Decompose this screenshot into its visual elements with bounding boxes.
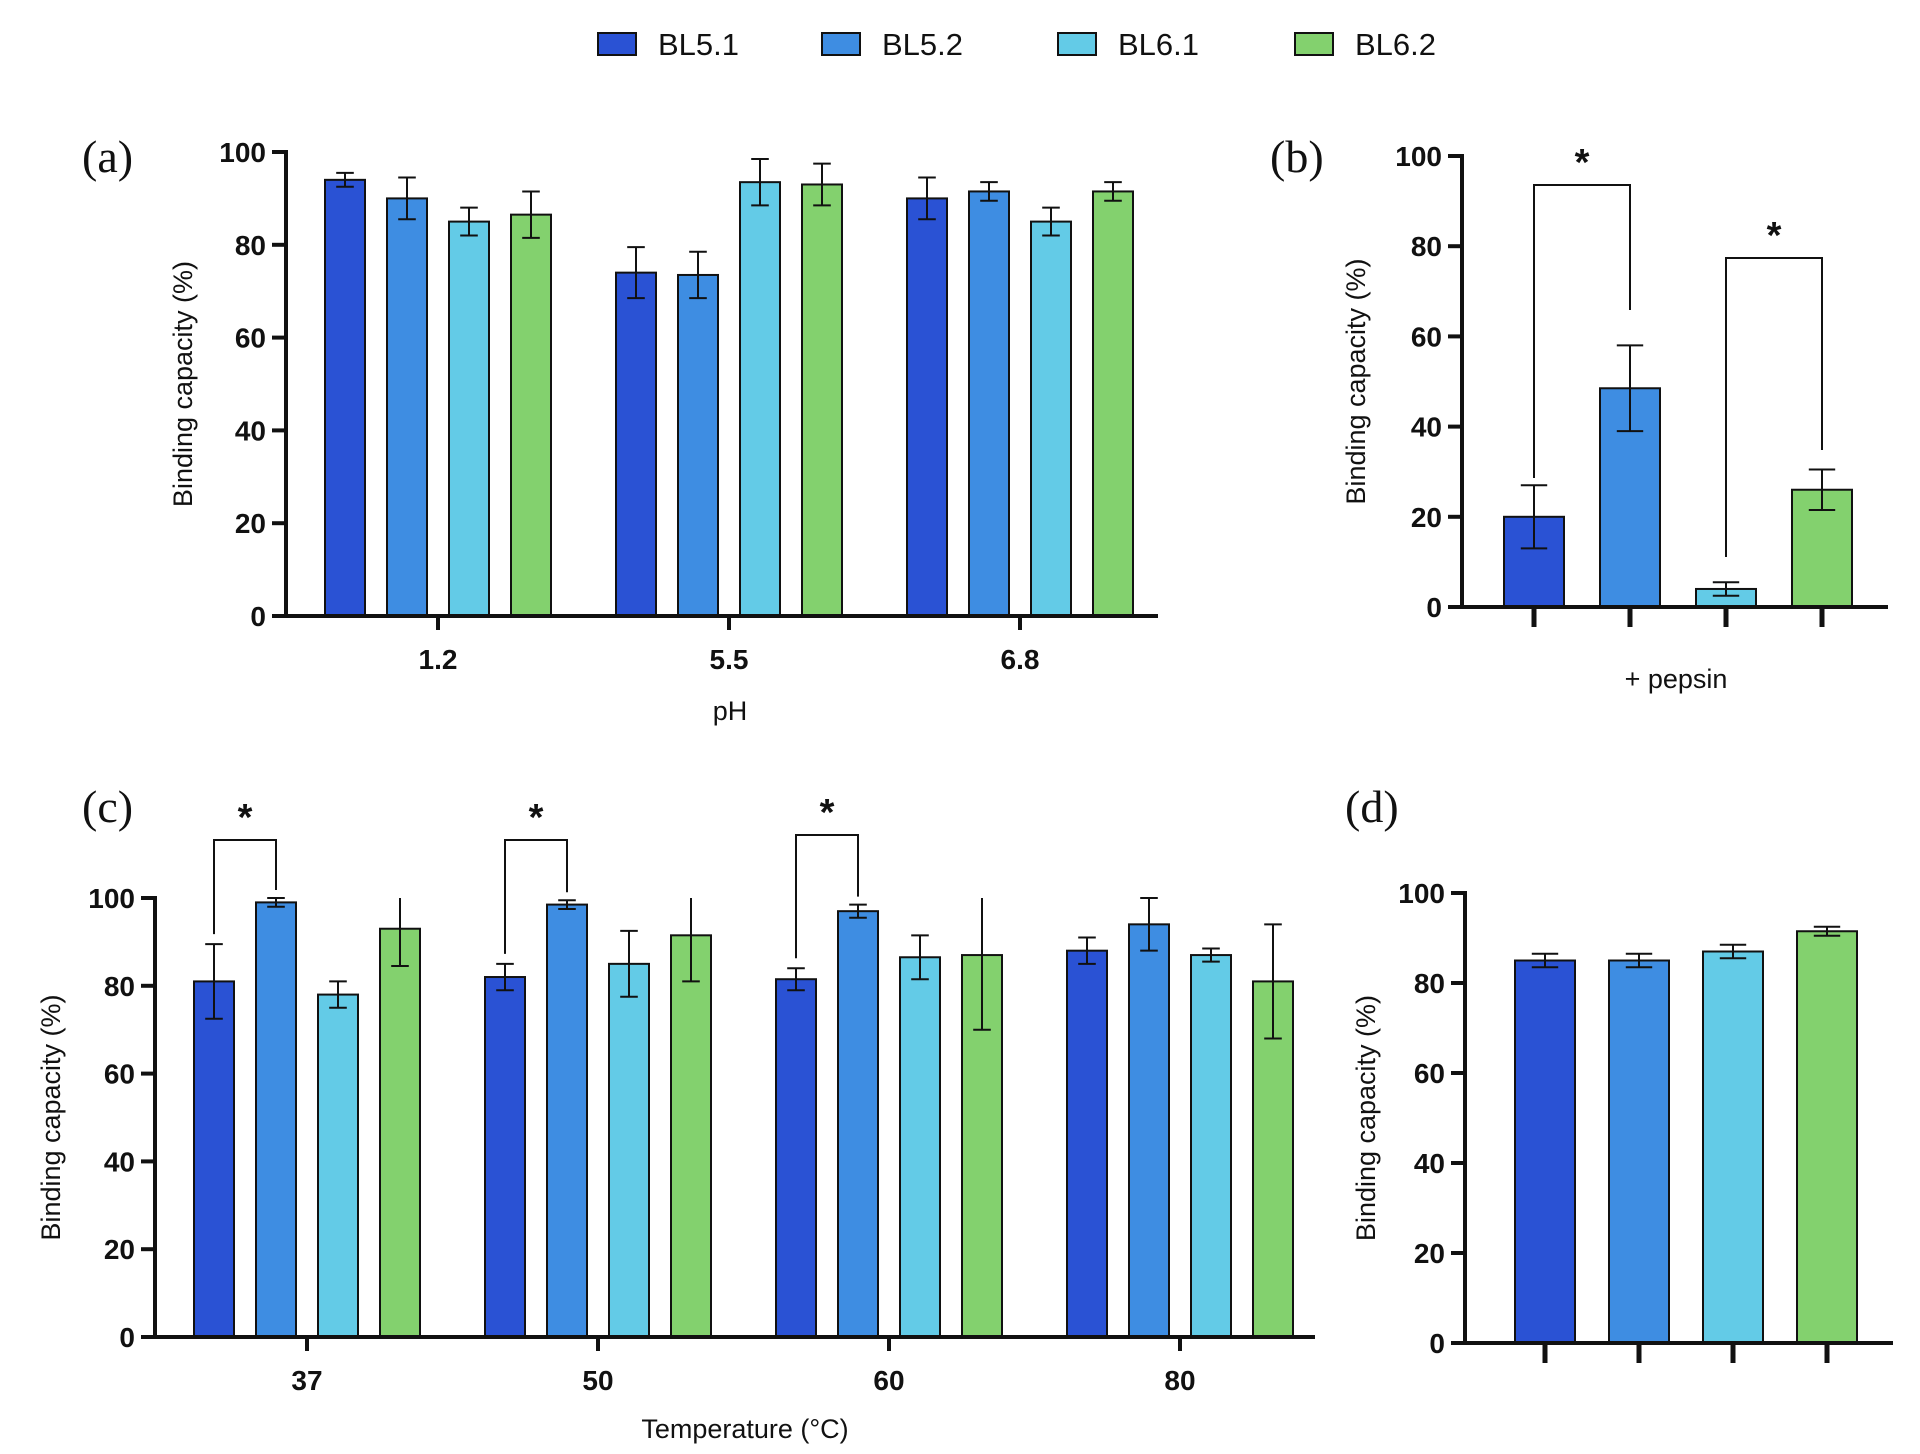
significance-bracket <box>1725 257 1823 557</box>
panel-label-b: (b) <box>1270 131 1324 182</box>
y-tick-label: 80 <box>1411 231 1442 262</box>
bar-bl6-2-50 <box>670 934 712 1338</box>
bar-bl5-1-1-2 <box>324 178 366 617</box>
legend-label-bl6-1: BL6.1 <box>1118 27 1199 62</box>
bar-bl5-1-37 <box>193 980 235 1338</box>
bar-bl6-1-6-8 <box>1030 220 1072 617</box>
panel-label-a: (a) <box>82 131 133 182</box>
y-tick-label: 20 <box>1414 1238 1445 1269</box>
y-tick-label: 0 <box>1429 1328 1445 1359</box>
bar-bl5-1-50 <box>484 976 526 1339</box>
bar-bl5-1-80 <box>1066 949 1108 1338</box>
panel-label-d: (d) <box>1345 781 1399 832</box>
bar-bl6-2-5-5 <box>801 183 843 617</box>
y-axis-title: Binding capacity (%) <box>1341 258 1371 504</box>
bar-bl6-1 <box>1702 950 1764 1344</box>
bar-bl6-1-5-5 <box>739 181 781 617</box>
bar-bl6-1-80 <box>1190 954 1232 1338</box>
bar-bl5-1 <box>1514 959 1576 1344</box>
y-tick-label: 60 <box>104 1059 135 1090</box>
y-tick-label: 60 <box>1414 1058 1445 1089</box>
bar-bl6-2-6-8 <box>1092 190 1134 617</box>
bar-bl6-1-37 <box>317 993 359 1339</box>
x-tick-label: 5.5 <box>710 644 749 675</box>
y-tick-label: 40 <box>104 1146 135 1177</box>
y-tick-label: 80 <box>235 230 266 261</box>
bar-bl6-2-1-2 <box>510 213 552 617</box>
bar-bl6-2-80 <box>1252 980 1294 1338</box>
significance-marker: * <box>1575 142 1590 184</box>
significance-bracket <box>1533 184 1631 478</box>
legend: BL5.1 BL5.2 BL6.1 BL6.2 <box>597 27 1436 62</box>
y-tick-label: 80 <box>1414 968 1445 999</box>
panel-c-bar-chart: (c) 0 20 40 60 80 100 37 50 60 80 Binding capacity … <box>36 781 1315 1444</box>
y-tick-label: 60 <box>235 323 266 354</box>
y-tick-label: 0 <box>119 1322 135 1353</box>
bar-bl6-1-50 <box>608 962 650 1338</box>
x-tick-label: 37 <box>291 1365 322 1396</box>
legend-swatch-bl5-2 <box>821 32 861 56</box>
bar-bl5-2-5-5 <box>677 273 719 617</box>
legend-swatch-bl6-2 <box>1294 32 1334 56</box>
x-axis-title: + pepsin <box>1625 664 1728 694</box>
bar-bl5-2-6-8 <box>968 190 1010 617</box>
bar-bl5-2-50 <box>546 903 588 1339</box>
bar-bl5-2-60 <box>837 910 879 1338</box>
y-tick-label: 100 <box>1398 878 1445 909</box>
y-tick-label: 40 <box>1414 1148 1445 1179</box>
significance-bracket <box>504 839 568 954</box>
x-axis-title: Temperature (°C) <box>641 1414 848 1444</box>
x-axis-title: pH <box>713 696 748 726</box>
panel-d-bar-chart: (d) 0 20 40 60 80 100 Binding capacity (%) <box>1345 781 1893 1363</box>
y-tick-label: 0 <box>1426 592 1442 623</box>
x-tick-label: 50 <box>582 1365 613 1396</box>
significance-marker: * <box>820 792 835 834</box>
y-axis-title: Binding capacity (%) <box>1351 995 1381 1241</box>
bar-bl6-1-1-2 <box>448 220 490 617</box>
legend-swatch-bl5-1 <box>597 32 637 56</box>
legend-label-bl5-2: BL5.2 <box>882 27 963 62</box>
y-tick-label: 20 <box>235 508 266 539</box>
significance-bracket <box>795 834 859 959</box>
panel-label-c: (c) <box>82 781 133 832</box>
significance-marker: * <box>1767 215 1782 257</box>
y-tick-label: 0 <box>250 601 266 632</box>
y-tick-label: 20 <box>104 1234 135 1265</box>
y-tick-label: 100 <box>1395 141 1442 172</box>
bar-bl5-1-5-5 <box>615 271 657 617</box>
legend-label-bl5-1: BL5.1 <box>658 27 739 62</box>
significance-marker: * <box>529 797 544 839</box>
panel-b-bar-chart: (b) 0 20 40 60 80 100 Binding capacity (%) + pep… <box>1270 131 1888 694</box>
y-tick-label: 80 <box>104 971 135 1002</box>
bar-bl5-1-6-8 <box>906 197 948 617</box>
bar-bl5-2-80 <box>1128 923 1170 1339</box>
y-tick-label: 40 <box>1411 412 1442 443</box>
bar-bl5-2-1-2 <box>386 197 428 617</box>
x-tick-label: 6.8 <box>1001 644 1040 675</box>
y-tick-label: 100 <box>88 883 135 914</box>
y-tick-label: 40 <box>235 415 266 446</box>
x-tick-label: 80 <box>1164 1365 1195 1396</box>
y-axis-title: Binding capacity (%) <box>168 261 198 507</box>
panel-a-bar-chart: (a) 0 20 40 60 80 100 1.2 5.5 6.8 Binding capacity… <box>82 131 1158 726</box>
bar-bl6-2-37 <box>379 927 421 1338</box>
x-tick-label: 1.2 <box>419 644 458 675</box>
significance-bracket <box>213 839 277 935</box>
bar-bl5-1-60 <box>775 978 817 1339</box>
bar-bl5-2 <box>1608 959 1670 1344</box>
bar-bl5-2-37 <box>255 901 297 1338</box>
y-tick-label: 100 <box>219 137 266 168</box>
legend-swatch-bl6-1 <box>1057 32 1097 56</box>
significance-marker: * <box>238 797 253 839</box>
legend-label-bl6-2: BL6.2 <box>1355 27 1436 62</box>
y-axis-title: Binding capacity (%) <box>36 994 66 1240</box>
x-tick-label: 60 <box>873 1365 904 1396</box>
y-tick-label: 60 <box>1411 321 1442 352</box>
bar-bl6-1-60 <box>899 956 941 1338</box>
bar-bl6-2 <box>1796 930 1858 1344</box>
y-tick-label: 20 <box>1411 502 1442 533</box>
